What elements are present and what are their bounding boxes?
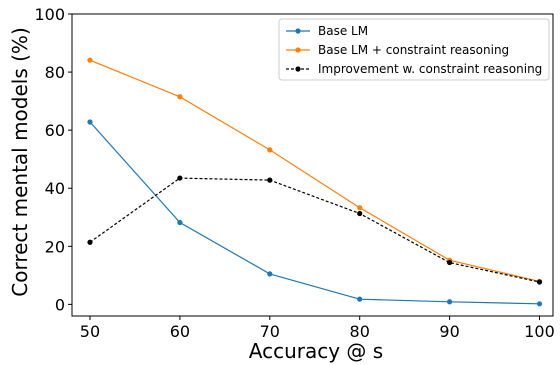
legend-box (278, 18, 550, 81)
legend: Base LM Base LM + constraint reasoning Imp… (278, 18, 550, 81)
series-1-point (536, 301, 543, 307)
series-2-point (87, 57, 93, 63)
plot-border (71, 13, 554, 317)
series-layer (87, 57, 543, 307)
series-line-1 (89, 121, 540, 305)
legend-swatch-marker (295, 28, 301, 34)
x-tick-label: 50 (80, 322, 100, 341)
x-tick-label: 90 (439, 322, 459, 341)
x-tick-label: 100 (524, 322, 555, 341)
legend-swatch-marker (295, 47, 301, 53)
y-tick-label: 20 (45, 237, 65, 256)
series-3-point (267, 177, 273, 183)
series-1-point (357, 296, 363, 302)
series-2-point (267, 147, 273, 153)
series-3-point (87, 239, 93, 245)
y-tick-label: 80 (45, 63, 65, 82)
series-1-point (87, 119, 93, 125)
series-3-point (357, 210, 363, 217)
series-3-point (177, 175, 183, 181)
series-3-point (536, 279, 543, 285)
x-tick-label: 60 (170, 322, 190, 341)
legend-swatch-marker (295, 66, 301, 72)
y-tick-label: 100 (34, 5, 65, 24)
legend-label: Base LM + constraint reasoning (318, 43, 509, 57)
series-1-point (267, 271, 273, 277)
series-2-point (177, 94, 183, 100)
series-line-3 (89, 177, 540, 283)
x-axis: 50 60 70 80 90 100 (80, 316, 555, 341)
x-tick-label: 80 (350, 322, 370, 341)
plot-area (71, 13, 554, 317)
series-3-point (447, 259, 453, 266)
legend-label: Improvement w. constraint reasoning (318, 62, 542, 76)
series-1-point (177, 219, 183, 226)
x-tick-label: 70 (260, 322, 280, 341)
x-axis-title: Accuracy @ s (249, 339, 383, 363)
series-2-point (357, 205, 363, 211)
y-axis: 0 20 40 60 80 100 (34, 5, 72, 314)
series-line-2 (89, 59, 540, 282)
y-tick-label: 0 (55, 295, 65, 314)
y-tick-label: 40 (45, 179, 65, 198)
legend-label: Base LM (318, 24, 368, 38)
y-axis-title: Correct mental models (%) (8, 27, 32, 297)
series-1-point (447, 299, 453, 305)
y-tick-label: 60 (45, 121, 65, 140)
